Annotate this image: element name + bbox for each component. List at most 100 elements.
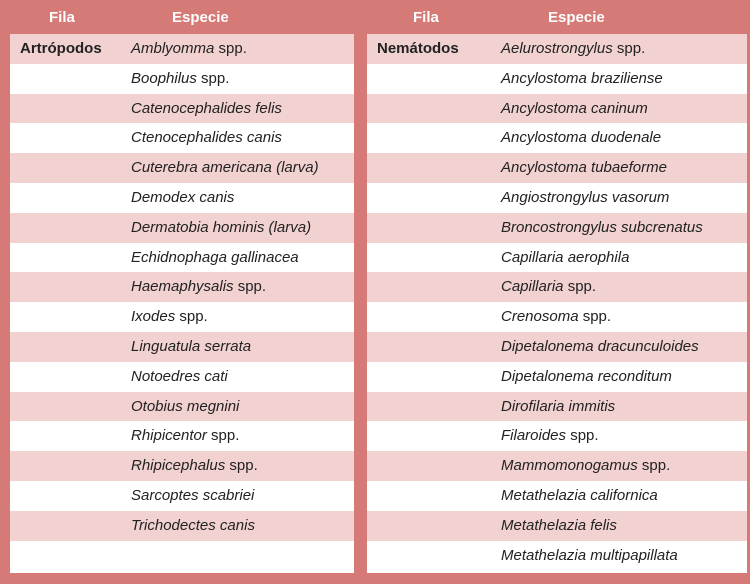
species-suffix: spp. (175, 308, 208, 326)
species-cell: Haemaphysalis spp. (131, 272, 266, 302)
species-name: Dirofilaria immitis (501, 397, 616, 415)
table-row: Metathelazia californica (367, 481, 747, 511)
species-name: Broncostrongylus subcrenatus (501, 218, 703, 236)
table-row: Echidnophaga gallinacea (10, 243, 354, 273)
table-row: Ixodes spp. (10, 302, 354, 332)
species-name: Ancylostoma duodenale (501, 129, 662, 147)
table-row: Metathelazia multipapillata (367, 541, 747, 571)
species-name: Ancylostoma caninum (501, 99, 648, 117)
species-name: Dipetalonema reconditum (501, 367, 672, 385)
species-suffix: spp. (563, 278, 597, 296)
table-row (10, 541, 354, 571)
table-row: Artrópodos Amblyomma spp. (10, 34, 354, 64)
species-cell: Dermatobia hominis (larva) (131, 213, 311, 243)
species-name: Metathelazia felis (501, 516, 617, 534)
table-row: Notoedres cati (10, 362, 354, 392)
species-cell: Catenocephalides felis (131, 94, 282, 124)
species-name: Ixodes (131, 308, 176, 326)
table-row: Nemátodos Aelurostrongylus spp. (367, 34, 747, 64)
species-cell: Amblyomma spp. (131, 34, 247, 64)
species-name: Mammomonogamus (501, 457, 638, 475)
species-cell: Dirofilaria immitis (501, 392, 615, 422)
species-suffix: spp. (578, 308, 612, 326)
species-cell: Aelurostrongylus spp. (501, 34, 645, 64)
species-suffix: spp. (233, 278, 267, 296)
left-header: Fila Especie (0, 0, 358, 34)
table-row: Boophilus spp. (10, 64, 354, 94)
species-cell: Dipetalonema dracunculoides (501, 332, 699, 362)
table-row: Angiostrongylus vasorum (367, 183, 747, 213)
species-name: Crenosoma (501, 308, 579, 326)
species-name: Amblyomma (131, 40, 215, 57)
species-cell: Ancylostoma braziliense (501, 64, 663, 94)
species-cell: Ixodes spp. (131, 302, 208, 332)
header-fila: Fila (413, 9, 439, 26)
species-cell: Trichodectes canis (131, 511, 255, 541)
species-cell: Ancylostoma duodenale (501, 123, 661, 153)
species-suffix: spp. (612, 40, 646, 57)
table-row: Ancylostoma caninum (367, 93, 747, 124)
species-cell: Linguatula serrata (131, 332, 251, 362)
species-name: Rhipicephalus (131, 457, 226, 475)
table-row: Ancylostoma duodenale (367, 123, 747, 153)
table-row: Capillaria aerophila (367, 243, 747, 273)
table-row: Catenocephalides felis (10, 93, 354, 124)
header-especie: Especie (172, 9, 229, 26)
species-name: Ancylostoma braziliense (501, 69, 663, 87)
species-name: Echidnophaga gallinacea (131, 248, 299, 266)
species-cell: Capillaria aerophila (501, 243, 629, 273)
table-row: Ctenocephalides canis (10, 123, 354, 153)
species-cell: Sarcoptes scabriei (131, 481, 254, 511)
table-row: Crenosoma spp. (367, 302, 747, 332)
species-name: Angiostrongylus vasorum (501, 188, 670, 206)
species-name: Linguatula serrata (131, 337, 252, 355)
species-name: Dermatobia hominis (larva) (131, 218, 312, 236)
right-table-body: Nemátodos Aelurostrongylus spp. Ancylostom… (367, 34, 747, 573)
header-especie: Especie (548, 9, 605, 26)
species-suffix: spp. (214, 40, 247, 57)
species-cell: Metathelazia californica (501, 481, 658, 511)
species-cell: Angiostrongylus vasorum (501, 183, 669, 213)
species-cell: Notoedres cati (131, 362, 228, 392)
table-row: Trichodectes canis (10, 510, 354, 541)
species-name: Capillaria (501, 278, 564, 296)
species-name: Metathelazia multipapillata (501, 546, 678, 564)
left-table-body: Artrópodos Amblyomma spp. Boophilus spp. Ca… (10, 34, 354, 573)
species-name: Aelurostrongylus (501, 40, 613, 57)
species-name: Cuterebra americana (larva) (131, 159, 319, 177)
table-row: Dermatobia hominis (larva) (10, 212, 354, 243)
table-row: Capillaria spp. (367, 272, 747, 303)
species-name: Haemaphysalis (131, 278, 234, 296)
species-name: Rhipicentor (131, 427, 207, 445)
species-name: Boophilus (131, 69, 197, 87)
species-name: Notoedres cati (131, 367, 228, 385)
species-suffix: spp. (225, 457, 258, 475)
species-cell: Otobius megnini (131, 392, 239, 422)
species-suffix: spp. (196, 69, 230, 87)
species-cell: Ctenocephalides canis (131, 123, 282, 153)
species-cell: Metathelazia felis (501, 511, 617, 541)
header-fila: Fila (49, 9, 75, 26)
table-row: Sarcoptes scabriei (10, 481, 354, 511)
table-row: Dirofilaria immitis (367, 391, 747, 422)
table-row: Metathelazia felis (367, 510, 747, 541)
table-row: Dipetalonema dracunculoides (367, 331, 747, 362)
table-row: Filaroides spp. (367, 421, 747, 451)
species-cell: Ancylostoma caninum (501, 94, 648, 124)
species-cell: Rhipicentor spp. (131, 421, 239, 451)
table-row: Dipetalonema reconditum (367, 362, 747, 392)
right-panel: Fila Especie Nemátodos Aelurostrongylus s… (364, 0, 750, 584)
species-name: Trichodectes canis (131, 516, 255, 534)
species-cell: Demodex canis (131, 183, 234, 213)
species-suffix: spp. (566, 427, 599, 445)
species-name: Demodex canis (131, 188, 235, 206)
table-row: Ancylostoma braziliense (367, 64, 747, 94)
species-suffix: spp. (637, 457, 671, 475)
table-row: Broncostrongylus subcrenatus (367, 212, 747, 243)
species-name: Ctenocephalides canis (131, 129, 282, 147)
table-row: Mammomonogamus spp. (367, 451, 747, 481)
species-name: Metathelazia californica (501, 486, 658, 504)
species-cell: Echidnophaga gallinacea (131, 243, 299, 273)
left-panel: Fila Especie Artrópodos Amblyomma spp. Boo… (0, 0, 358, 584)
